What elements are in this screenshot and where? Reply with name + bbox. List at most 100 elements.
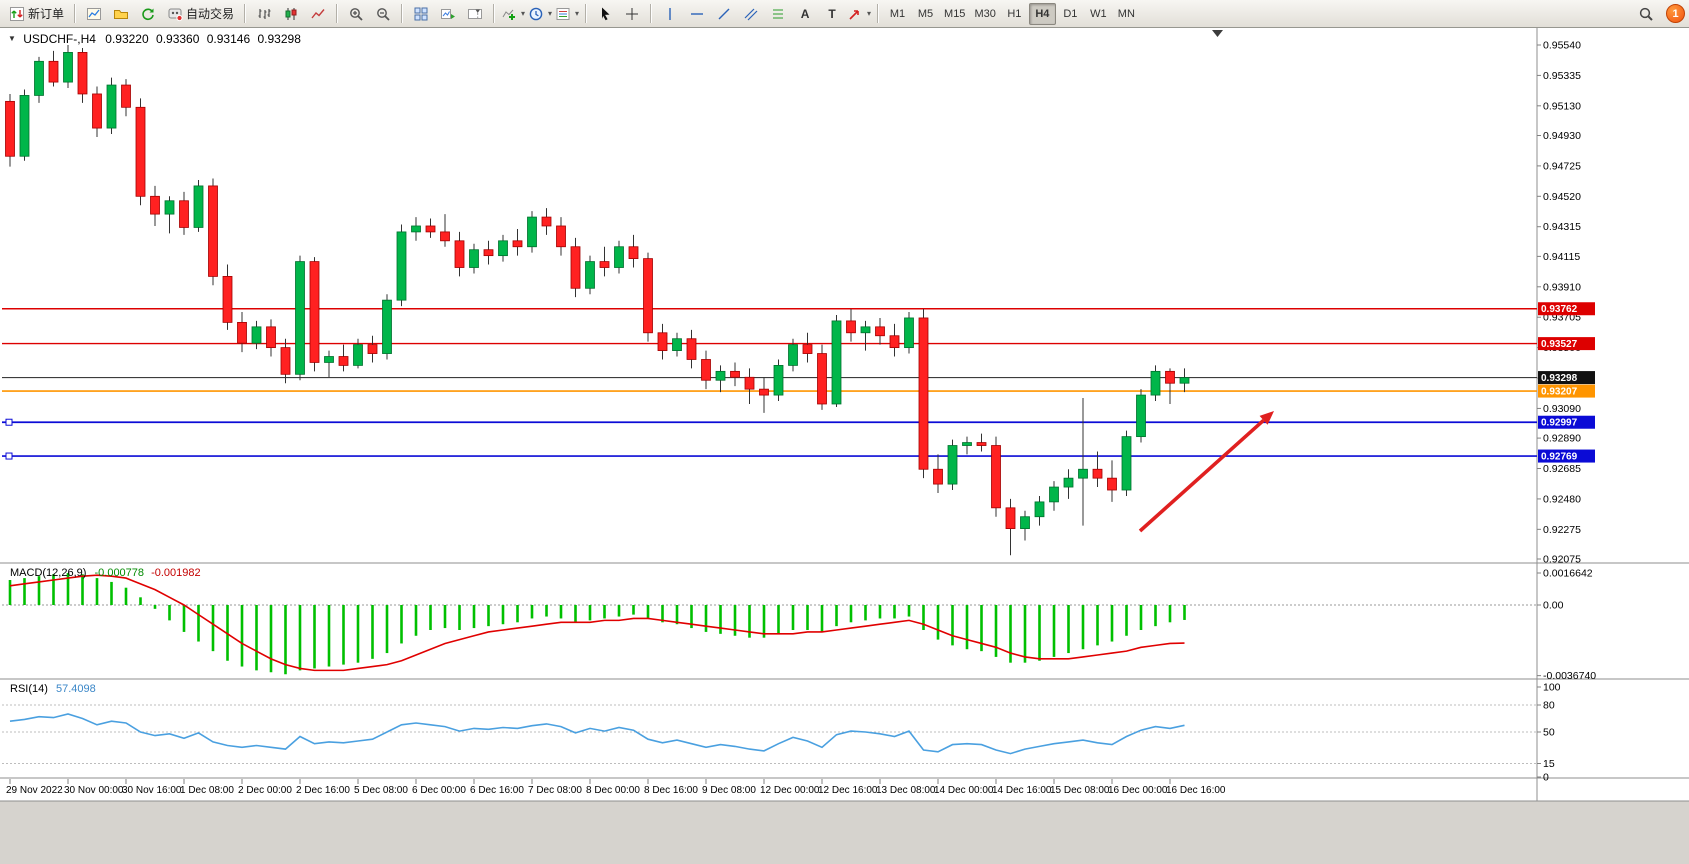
svg-text:0.92275: 0.92275: [1543, 524, 1581, 536]
line-chart-button[interactable]: [305, 3, 331, 25]
svg-text:0.93527: 0.93527: [1541, 339, 1578, 350]
periods-clock-icon: [528, 6, 544, 22]
svg-text:0.92480: 0.92480: [1543, 493, 1581, 505]
channel-icon: [743, 6, 759, 22]
svg-text:12 Dec 00:00: 12 Dec 00:00: [760, 785, 820, 796]
label-tool-button[interactable]: T: [819, 3, 845, 25]
notifications-badge[interactable]: 1: [1666, 4, 1685, 23]
toolbar-separator: [336, 4, 339, 23]
templates-icon: [555, 6, 571, 22]
svg-text:8 Dec 16:00: 8 Dec 16:00: [644, 785, 698, 796]
crosshair-button[interactable]: [619, 3, 645, 25]
chart-shift-marker[interactable]: [1212, 30, 1223, 37]
arrow-tool-icon: [847, 6, 863, 22]
hline-0.92997[interactable]: [2, 418, 1537, 426]
templates-button[interactable]: ▾: [554, 3, 580, 25]
svg-text:15: 15: [1543, 758, 1555, 770]
toolbar-separator: [493, 4, 496, 23]
chart-menu-icon[interactable]: ▼: [8, 34, 16, 43]
svg-text:0.94115: 0.94115: [1543, 251, 1580, 263]
fibonacci-tool-button[interactable]: [765, 3, 791, 25]
new-chart-button[interactable]: [81, 3, 107, 25]
svg-text:100: 100: [1543, 682, 1561, 694]
bottom-filler: [0, 801, 1689, 864]
line-handle[interactable]: [5, 418, 13, 426]
toolbar-separator: [650, 4, 653, 23]
arrows-tool-button[interactable]: ▾: [846, 3, 872, 25]
svg-text:2 Dec 00:00: 2 Dec 00:00: [238, 785, 292, 796]
trend-arrow-annotation[interactable]: [1138, 411, 1274, 533]
search-icon: [1638, 6, 1654, 22]
indicators-button[interactable]: ▾: [500, 3, 526, 25]
svg-text:-0.0036740: -0.0036740: [1543, 670, 1596, 682]
channel-tool-button[interactable]: [738, 3, 764, 25]
trendline-tool-button[interactable]: [711, 3, 737, 25]
svg-text:0.94725: 0.94725: [1543, 160, 1581, 172]
line-handle[interactable]: [5, 452, 13, 460]
svg-text:14 Dec 16:00: 14 Dec 16:00: [992, 785, 1052, 796]
profiles-button[interactable]: [108, 3, 134, 25]
candlestick-icon: [283, 6, 299, 22]
timeframe-h1-button[interactable]: H1: [1001, 3, 1028, 25]
dropdown-caret-icon: ▾: [521, 9, 526, 18]
new-order-button[interactable]: 新订单: [4, 3, 69, 25]
timeframe-m1-button[interactable]: M1: [884, 3, 911, 25]
candlestick-chart-button[interactable]: [278, 3, 304, 25]
zoom-in-button[interactable]: [343, 3, 369, 25]
tile-windows-button[interactable]: [408, 3, 434, 25]
svg-text:15 Dec 08:00: 15 Dec 08:00: [1050, 785, 1110, 796]
macd-indicator-label: MACD(12,26,9) -0.000778 -0.001982: [10, 567, 201, 579]
ohlc-low: 0.93146: [206, 32, 251, 46]
svg-text:5 Dec 08:00: 5 Dec 08:00: [354, 785, 408, 796]
timeframe-m5-button[interactable]: M5: [912, 3, 939, 25]
label-tool-icon: T: [828, 6, 836, 21]
timeframe-d1-button[interactable]: D1: [1057, 3, 1084, 25]
periods-button[interactable]: ▾: [527, 3, 553, 25]
vertical-line-icon: [662, 6, 678, 22]
svg-text:2 Dec 16:00: 2 Dec 16:00: [296, 785, 350, 796]
line-chart-icon: [310, 6, 326, 22]
svg-text:12 Dec 16:00: 12 Dec 16:00: [818, 785, 878, 796]
toolbar-separator: [585, 4, 588, 23]
text-tool-button[interactable]: A: [792, 3, 818, 25]
macd-signal-line: [9, 574, 1185, 672]
cursor-button[interactable]: [592, 3, 618, 25]
svg-text:0.95335: 0.95335: [1543, 70, 1581, 82]
ohlc-close: 0.93298: [257, 32, 301, 46]
dropdown-caret-icon: ▾: [867, 9, 872, 18]
timeframe-m30-button[interactable]: M30: [970, 3, 999, 25]
new-order-icon: [9, 6, 25, 22]
zoom-in-icon: [348, 6, 364, 22]
macd-main-value: -0.000778: [94, 567, 145, 579]
svg-text:0.92997: 0.92997: [1541, 418, 1578, 429]
rsi-line: [9, 713, 1185, 755]
horizontal-line-tool-button[interactable]: [684, 3, 710, 25]
search-button[interactable]: [1633, 3, 1659, 25]
timeframe-w1-button[interactable]: W1: [1085, 3, 1112, 25]
svg-text:0.94315: 0.94315: [1543, 221, 1581, 233]
candlestick-series: [5, 45, 1190, 556]
price-badge-0.93527: 0.93527: [1538, 337, 1595, 351]
bar-chart-button[interactable]: [251, 3, 277, 25]
svg-text:6 Dec 16:00: 6 Dec 16:00: [470, 785, 524, 796]
refresh-button[interactable]: [135, 3, 161, 25]
timeframe-mn-button[interactable]: MN: [1113, 3, 1140, 25]
chart-background: [0, 28, 1689, 801]
hline-0.92769[interactable]: [2, 452, 1537, 460]
toolbar-separator: [401, 4, 404, 23]
new-chart-icon: [86, 6, 102, 22]
timeframe-m15-button[interactable]: M15: [940, 3, 969, 25]
indicators-add-icon: [501, 6, 517, 22]
svg-text:0.93910: 0.93910: [1543, 281, 1581, 293]
autotrading-button[interactable]: 自动交易: [162, 3, 239, 25]
chart-shift-button[interactable]: [462, 3, 488, 25]
price-badge-0.92997: 0.92997: [1538, 415, 1595, 429]
auto-scroll-button[interactable]: [435, 3, 461, 25]
zoom-out-button[interactable]: [370, 3, 396, 25]
rsi-label: RSI(14): [10, 683, 48, 695]
price-badge-0.93207: 0.93207: [1538, 384, 1595, 398]
timeframe-h4-button[interactable]: H4: [1028, 2, 1056, 25]
vertical-line-tool-button[interactable]: [657, 3, 683, 25]
